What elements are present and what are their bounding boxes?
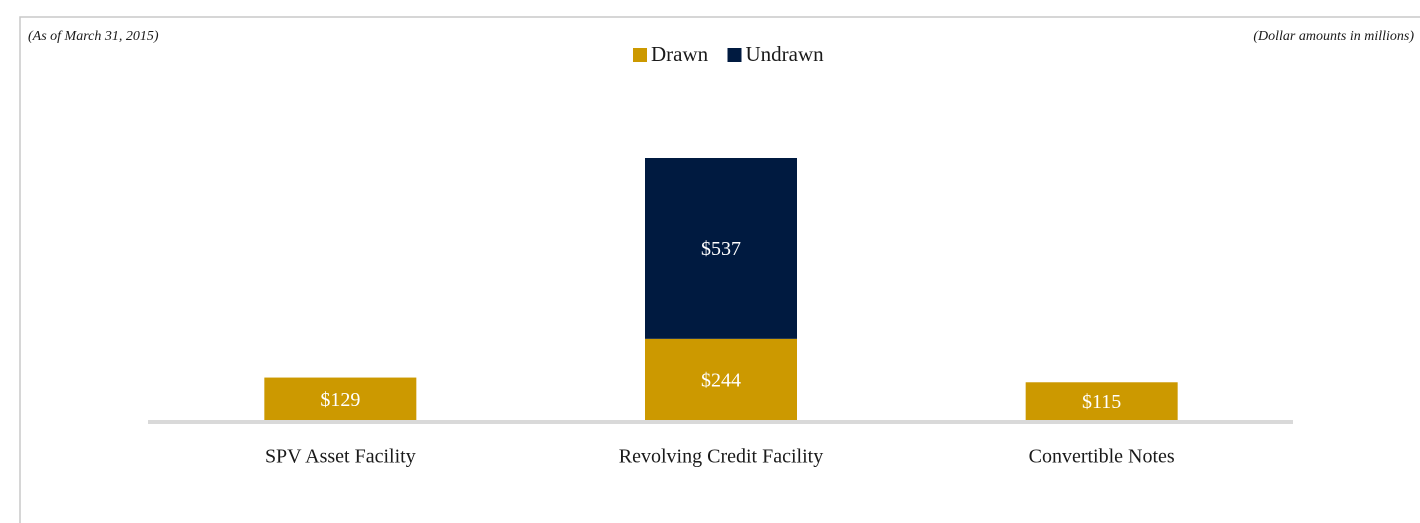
bar-segment [1025,382,1178,421]
legend-label: Undrawn [746,42,825,66]
legend-swatch [633,48,647,62]
unit-note: (Dollar amounts in millions) [1253,29,1414,44]
value-label: $537 [701,238,741,260]
bar-segment [264,377,417,421]
category-label: SPV Asset Facility [265,446,416,468]
value-label: $129 [320,389,360,411]
category-label: Convertible Notes [1029,446,1175,468]
legend-label: Drawn [651,42,709,66]
bar-segment [645,338,797,421]
category-label: Revolving Credit Facility [619,446,823,468]
date-note: (As of March 31, 2015) [28,29,159,44]
value-label: $244 [701,370,741,392]
value-label: $115 [1082,391,1121,413]
legend-swatch [727,48,742,62]
bar-segment [645,158,797,339]
frame [19,16,1420,523]
